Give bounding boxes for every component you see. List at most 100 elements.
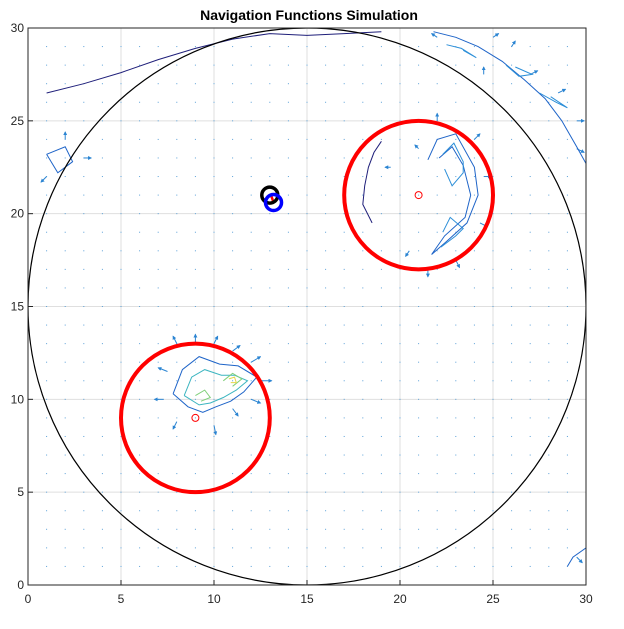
field-dot [511, 194, 513, 196]
field-dot [548, 491, 550, 493]
field-dot [306, 176, 308, 178]
field-dot [418, 528, 420, 530]
field-dot [120, 343, 122, 345]
field-dot [232, 268, 234, 270]
obstacle-center-marker [414, 191, 423, 200]
y-tick-label: 20 [11, 207, 25, 221]
field-dot [436, 250, 438, 252]
field-dot [120, 213, 122, 215]
field-dot [343, 528, 345, 530]
field-dot [157, 547, 159, 549]
field-dot [83, 380, 85, 382]
field-dot [455, 343, 457, 345]
field-dot [325, 528, 327, 530]
field-dot [473, 361, 475, 363]
field-dot [362, 417, 364, 419]
field-dot [287, 473, 289, 475]
field-dot [232, 138, 234, 140]
field-dot [566, 176, 568, 178]
field-dot [194, 324, 196, 326]
field-dot [418, 83, 420, 85]
field-dot [287, 547, 289, 549]
field-dot [176, 157, 178, 159]
field-dot [473, 64, 475, 66]
field-dot [306, 101, 308, 103]
field-dot [436, 454, 438, 456]
field-dot [120, 120, 122, 122]
field-dot [380, 101, 382, 103]
field-dot [287, 398, 289, 400]
field-dot [120, 361, 122, 363]
field-dot [548, 194, 550, 196]
field-dot [287, 231, 289, 233]
field-dot [325, 435, 327, 437]
field-dot [287, 64, 289, 66]
field-dot [83, 435, 85, 437]
field-dot [380, 176, 382, 178]
field-dot [250, 120, 252, 122]
field-dot [232, 120, 234, 122]
field-dot [46, 46, 48, 48]
field-dot [269, 361, 271, 363]
field-dot [83, 547, 85, 549]
field-dot [436, 231, 438, 233]
field-dot [529, 306, 531, 307]
field-dot [287, 343, 289, 345]
field-dot [343, 213, 345, 215]
field-dot [269, 528, 271, 530]
field-dot [436, 417, 438, 419]
field-dot [64, 361, 66, 363]
field-dot [176, 268, 178, 270]
field-dot [232, 435, 234, 437]
field-dot [194, 101, 196, 103]
field-dot [325, 565, 327, 567]
field-dot [492, 435, 494, 437]
field-dot [139, 510, 141, 512]
field-dot [269, 306, 271, 307]
field-dot [269, 324, 271, 326]
field-dot [101, 120, 103, 122]
field-dot [194, 454, 196, 456]
field-dot [473, 417, 475, 419]
field-dot [120, 380, 122, 382]
field-dot [139, 473, 141, 475]
x-tick-label: 20 [393, 592, 407, 606]
field-dot [436, 46, 438, 48]
field-dot [325, 398, 327, 400]
field-dot [83, 510, 85, 512]
field-dot [46, 510, 48, 512]
field-dot [511, 231, 513, 233]
field-dot [492, 250, 494, 252]
field-dot [269, 120, 271, 122]
field-dot [566, 547, 568, 549]
field-dot [194, 83, 196, 85]
field-dot [325, 473, 327, 475]
field-dot [399, 101, 401, 103]
y-tick-label: 5 [17, 485, 24, 499]
field-dot [250, 194, 252, 196]
field-dot [287, 83, 289, 85]
field-dot [492, 454, 494, 456]
field-dot [473, 157, 475, 159]
field-dot [343, 491, 345, 493]
field-dot [306, 473, 308, 475]
field-dot [306, 194, 308, 196]
field-dot [399, 194, 401, 196]
field-dot [343, 268, 345, 270]
field-dot [157, 83, 159, 85]
field-dot [380, 120, 382, 122]
field-dot [511, 120, 513, 122]
field-dot [101, 343, 103, 345]
contour-line [427, 133, 479, 255]
field-dot [287, 435, 289, 437]
field-dot [157, 213, 159, 215]
field-dot [232, 213, 234, 215]
field-dot [343, 231, 345, 233]
field-dot [64, 417, 66, 419]
field-dot [250, 435, 252, 437]
field-dot [511, 250, 513, 252]
field-dot [194, 213, 196, 215]
field-dot [343, 287, 345, 289]
field-dot [455, 547, 457, 549]
field-dot [46, 83, 48, 85]
